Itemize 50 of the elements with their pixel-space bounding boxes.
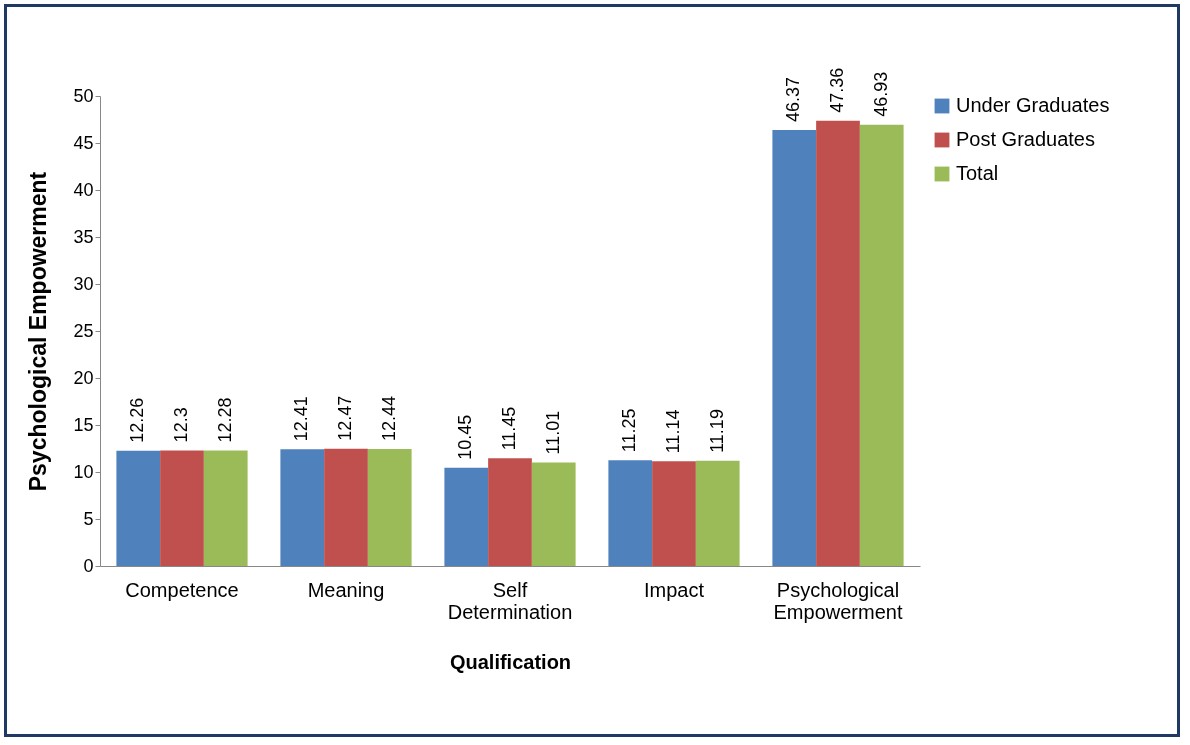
bar	[367, 449, 412, 566]
data-label: 12.47	[335, 395, 355, 441]
data-label: 10.45	[455, 414, 476, 460]
y-tick-label: 25	[73, 320, 94, 341]
data-label: 46.37	[783, 77, 804, 123]
bar	[695, 460, 740, 566]
data-label: 12.3	[171, 407, 191, 443]
data-label: 46.93	[870, 71, 891, 117]
data-label: 47.36	[827, 67, 847, 113]
data-label: 11.14	[663, 409, 683, 454]
bar	[280, 449, 325, 566]
data-label: 12.44	[378, 396, 399, 442]
y-tick-label: 35	[73, 226, 94, 247]
legend-label: Post Graduates	[956, 128, 1095, 150]
y-tick-label: 20	[73, 367, 94, 388]
bar	[608, 460, 653, 566]
bar	[816, 120, 860, 566]
bar	[203, 450, 248, 566]
data-label: 12.41	[291, 396, 312, 442]
data-label: 11.45	[499, 406, 519, 451]
y-tick-label: 5	[83, 508, 94, 529]
data-label: 11.01	[542, 410, 563, 455]
bar	[488, 458, 532, 566]
bar	[531, 462, 576, 566]
x-tick-label: Psychological Empowerment	[773, 578, 903, 623]
y-tick-label: 40	[73, 179, 94, 200]
y-tick-label: 50	[73, 85, 94, 106]
legend-label: Total	[956, 162, 999, 184]
data-label: 11.19	[706, 409, 727, 453]
data-label: 11.25	[619, 408, 640, 453]
x-tick-label: Competence	[125, 578, 239, 601]
bar	[444, 467, 489, 566]
data-label: 12.26	[127, 397, 148, 443]
bar	[859, 124, 904, 566]
bar	[772, 130, 817, 566]
y-tick-label: 30	[73, 273, 94, 294]
bar	[324, 448, 368, 566]
x-tick-label: Meaning	[307, 578, 385, 601]
y-tick-label: 45	[73, 132, 94, 153]
bar	[652, 461, 696, 566]
y-tick-label: 0	[83, 555, 94, 576]
x-tick-label: Self Determination	[447, 578, 573, 623]
x-axis-title: Qualification	[449, 650, 572, 673]
y-tick-label: 15	[73, 414, 94, 435]
bar	[116, 450, 161, 566]
bar	[160, 450, 204, 566]
x-tick-label: Impact	[643, 578, 705, 601]
data-label: 12.28	[214, 397, 235, 443]
legend-label: Under Graduates	[956, 94, 1110, 116]
y-tick-label: 10	[73, 461, 94, 482]
